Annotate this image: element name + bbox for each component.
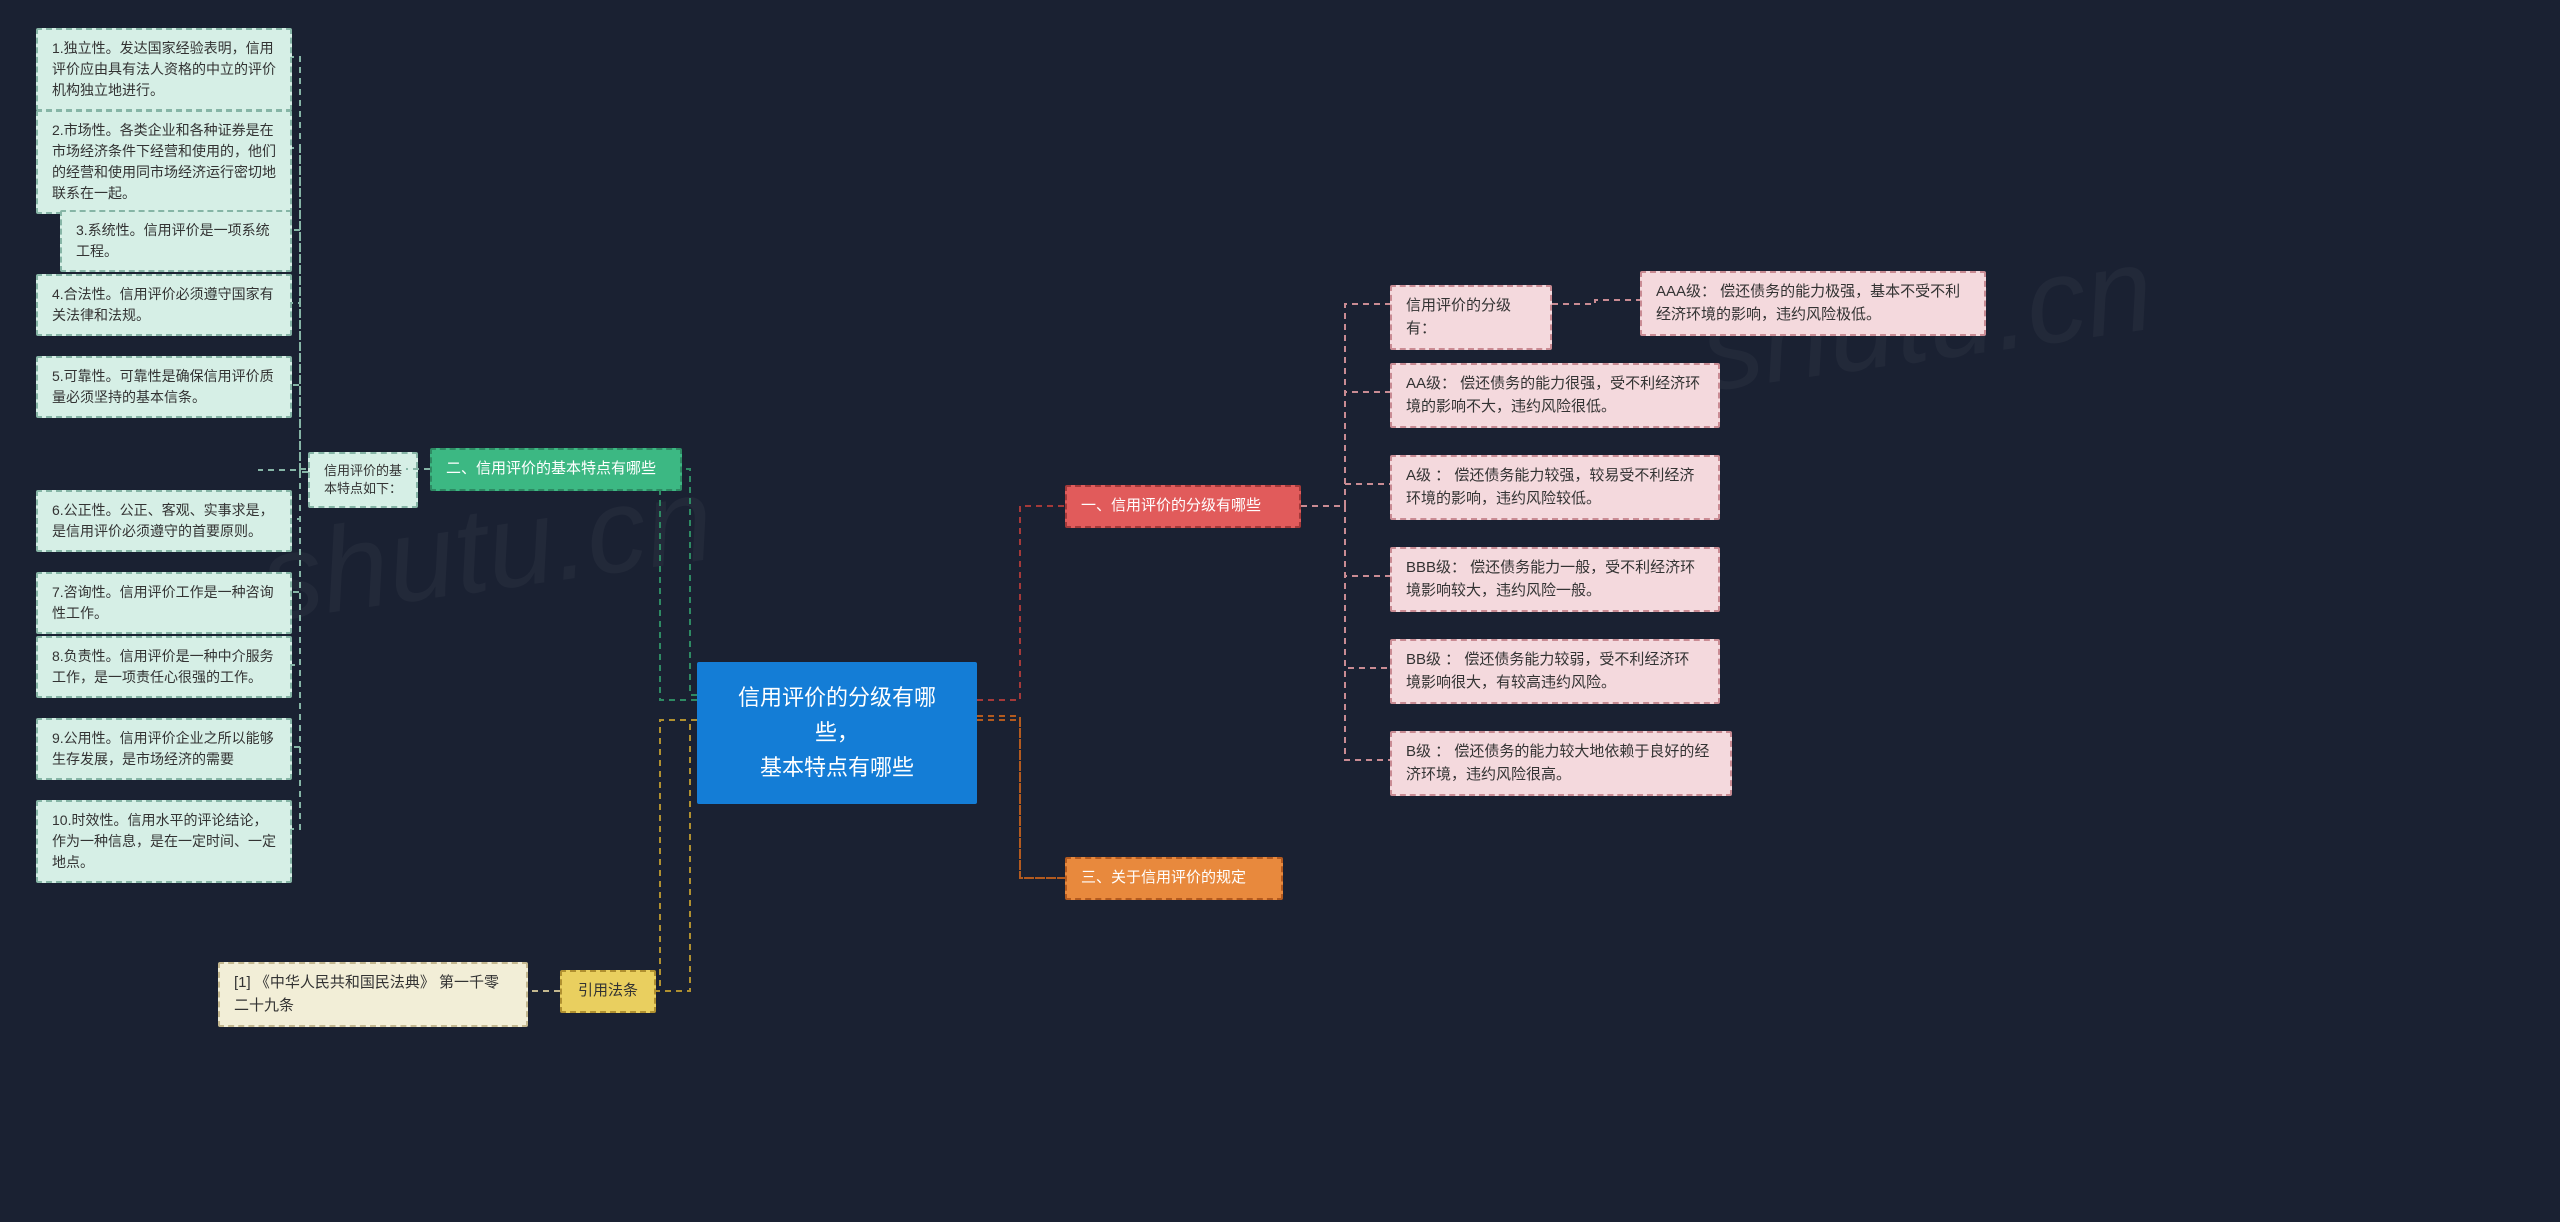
b1-sublabel: 信用评价的分级有： xyxy=(1390,285,1552,350)
branch-2: 二、信用评价的基本特点有哪些 xyxy=(430,448,682,491)
root-line1: 信用评价的分级有哪些， xyxy=(719,680,955,750)
b2-leaf-10: 10.时效性。信用水平的评论结论，作为一种信息，是在一定时间、一定地点。 xyxy=(36,800,292,883)
connector-layer-2 xyxy=(0,0,2560,1222)
b2-leaf-8: 8.负责性。信用评价是一种中介服务工作，是一项责任心很强的工作。 xyxy=(36,636,292,698)
b2-leaf-9: 9.公用性。信用评价企业之所以能够生存发展，是市场经济的需要 xyxy=(36,718,292,780)
b1-leaf-3: BBB级： 偿还债务能力一般，受不利经济环境影响较大，违约风险一般。 xyxy=(1390,547,1720,612)
branch-1: 一、信用评价的分级有哪些 xyxy=(1065,485,1301,528)
b2-leaf-6: 6.公正性。公正、客观、实事求是，是信用评价必须遵守的首要原则。 xyxy=(36,490,292,552)
b2-leaf-3: 3.系统性。信用评价是一项系统工程。 xyxy=(60,210,292,272)
branch-4: 引用法条 xyxy=(560,970,656,1013)
b2-leaf-5: 5.可靠性。可靠性是确保信用评价质量必须坚持的基本信条。 xyxy=(36,356,292,418)
connector-layer-4 xyxy=(0,0,2560,1222)
b2-leaf-4: 4.合法性。信用评价必须遵守国家有关法律和法规。 xyxy=(36,274,292,336)
b2-leaf-1: 1.独立性。发达国家经验表明，信用评价应由具有法人资格的中立的评价机构独立地进行… xyxy=(36,28,292,111)
connector-layer-3 xyxy=(0,0,2560,1222)
b2-leaf-7: 7.咨询性。信用评价工作是一种咨询性工作。 xyxy=(36,572,292,634)
root-node: 信用评价的分级有哪些， 基本特点有哪些 xyxy=(697,662,977,804)
b2-leaf-2: 2.市场性。各类企业和各种证券是在市场经济条件下经营和使用的，他们的经营和使用同… xyxy=(36,110,292,214)
branch-3: 三、关于信用评价的规定 xyxy=(1065,857,1283,900)
b1-leaf-2: A级 ： 偿还债务能力较强，较易受不利经济环境的影响，违约风险较低。 xyxy=(1390,455,1720,520)
b2-sublabel: 信用评价的基本特点如下： xyxy=(308,452,418,508)
connector-layer xyxy=(0,0,2560,1222)
b1-leaf-4: BB级 ： 偿还债务能力较弱，受不利经济环境影响很大，有较高违约风险。 xyxy=(1390,639,1720,704)
root-line2: 基本特点有哪些 xyxy=(719,750,955,785)
b4-leaf-0: [1] 《中华人民共和国民法典》 第一千零二十九条 xyxy=(218,962,528,1027)
b1-leaf-0: AAA级： 偿还债务的能力极强，基本不受不利经济环境的影响，违约风险极低。 xyxy=(1640,271,1986,336)
b1-leaf-1: AA级： 偿还债务的能力很强，受不利经济环境的影响不大，违约风险很低。 xyxy=(1390,363,1720,428)
b1-leaf-5: B级 ： 偿还债务的能力较大地依赖于良好的经济环境，违约风险很高。 xyxy=(1390,731,1732,796)
